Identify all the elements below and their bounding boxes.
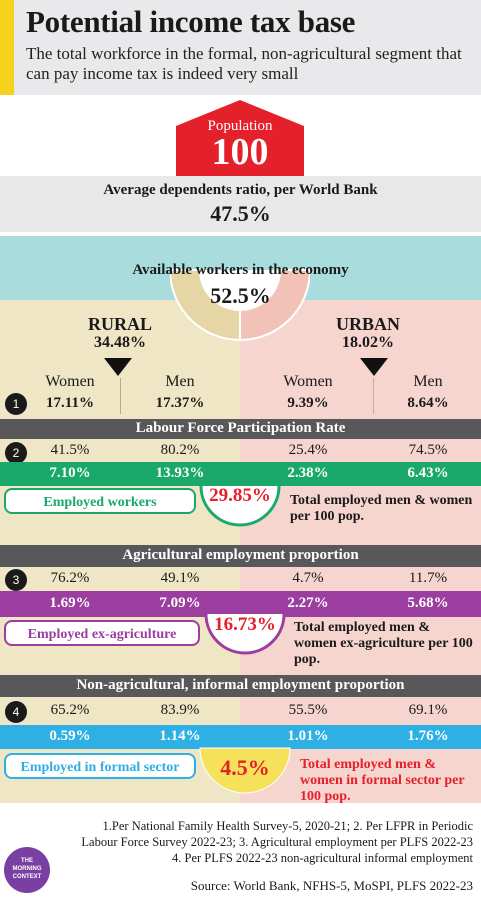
exagri-total: 16.73% xyxy=(214,614,276,635)
step-3-badge: 3 xyxy=(5,569,27,591)
formal-total: 4.5% xyxy=(220,755,270,780)
rural-arrow-icon xyxy=(104,358,132,376)
dependents-band xyxy=(0,176,481,232)
step-4-badge: 4 xyxy=(5,701,27,723)
population-value: 100 xyxy=(211,131,269,173)
logo-line-1: THE xyxy=(21,858,33,864)
lfpr-rural-men: 80.2% xyxy=(160,442,200,458)
agri-bar xyxy=(0,545,481,567)
formal-rural-men: 1.14% xyxy=(159,728,201,744)
footnote-line-1: 1.Per National Family Health Survey-5, 2… xyxy=(102,819,473,833)
formal-total-circle xyxy=(199,747,291,794)
row1-urban-women: 9.39% xyxy=(287,395,329,411)
lfpr-bar xyxy=(0,419,481,439)
lfpr-title: Labour Force Participation Rate xyxy=(135,420,346,436)
employed-rural-women: 7.10% xyxy=(49,465,91,481)
exagri-urban-men: 5.68% xyxy=(407,595,449,611)
exagri-total-arc xyxy=(204,613,286,655)
informal-urban-men: 69.1% xyxy=(408,702,448,718)
informal-rural-men: 83.9% xyxy=(160,702,200,718)
agri-title: Agricultural employment proportion xyxy=(122,547,359,563)
available-workers-label: Available workers in the economy xyxy=(132,262,349,278)
step-2-badge: 2 xyxy=(5,442,27,464)
agri-rural-women: 76.2% xyxy=(50,570,90,586)
exagri-note: Total employed men & women ex-agricultur… xyxy=(294,620,473,667)
lfpr-rural-women: 41.5% xyxy=(50,442,90,458)
logo-line-3: CONTEXT xyxy=(12,874,42,880)
row1-rural-women: 17.11% xyxy=(46,395,94,411)
informal-rural-women: 65.2% xyxy=(50,702,90,718)
header-block xyxy=(0,0,481,95)
agri-rural-men: 49.1% xyxy=(160,570,200,586)
employed-urban-men: 6.43% xyxy=(407,465,449,481)
exagri-rural-men: 7.09% xyxy=(159,595,201,611)
informal-urban-women: 55.5% xyxy=(288,702,328,718)
formal-urban-women: 1.01% xyxy=(287,728,329,744)
urban-label: URBAN xyxy=(335,314,400,334)
available-workers-donut xyxy=(170,269,310,342)
accent-bar xyxy=(0,0,14,95)
agri-urban-men: 11.7% xyxy=(408,570,448,586)
informal-bar xyxy=(0,675,481,697)
page-subtitle: The total workforce in the formal, non-a… xyxy=(26,44,462,83)
employed-rural-men: 13.93% xyxy=(155,465,205,481)
exagri-urban-women: 2.27% xyxy=(287,595,329,611)
row1-rural-men: 17.37% xyxy=(155,395,205,411)
rural-divider xyxy=(120,378,121,414)
employed-bar xyxy=(0,462,481,486)
row1-urban-men: 8.64% xyxy=(407,395,449,411)
employed-total-arc xyxy=(199,485,281,527)
available-workers-value: 52.5% xyxy=(210,283,271,308)
formal-note: Total employed men & women in formal sec… xyxy=(300,757,465,804)
informal-title: Non-agricultural, informal employment pr… xyxy=(76,677,405,693)
urban-divider xyxy=(373,378,374,414)
col-men-urban: Men xyxy=(413,373,443,390)
employed-urban-women: 2.38% xyxy=(287,465,329,481)
employed-total: 29.85% xyxy=(209,485,271,506)
col-women-urban: Women xyxy=(283,373,333,390)
col-men-rural: Men xyxy=(165,373,195,390)
dependents-value: 47.5% xyxy=(210,201,271,226)
agri-urban-women: 4.7% xyxy=(292,570,324,586)
employed-note: Total employed men & women per 100 pop. xyxy=(290,493,473,524)
morning-context-logo xyxy=(4,847,50,893)
exagri-bar xyxy=(0,591,481,617)
employed-exagri-tag: Employed ex-agriculture xyxy=(4,620,200,646)
step-1-badge: 1 xyxy=(5,393,27,415)
urban-value: 18.02% xyxy=(342,334,394,351)
dependents-label: Average dependents ratio, per World Bank xyxy=(103,182,378,198)
urban-arrow-icon xyxy=(360,358,388,376)
lfpr-urban-women: 25.4% xyxy=(288,442,328,458)
rural-value: 34.48% xyxy=(94,334,146,351)
page-title: Potential income tax base xyxy=(26,4,356,39)
logo-line-2: MORNING xyxy=(12,866,42,872)
lfpr-urban-men: 74.5% xyxy=(408,442,448,458)
population-house-shape xyxy=(176,100,304,178)
footnote-line-2: Labour Force Survey 2022-23; 3. Agricult… xyxy=(81,835,473,849)
population-label: Population xyxy=(207,118,273,134)
formal-bar xyxy=(0,725,481,749)
footnote-line-3: 4. Per PLFS 2022-23 non-agricultural inf… xyxy=(172,851,473,865)
col-women-rural: Women xyxy=(45,373,95,390)
rural-label: RURAL xyxy=(87,314,152,334)
source-line: Source: World Bank, NFHS-5, MoSPI, PLFS … xyxy=(190,878,473,893)
formal-rural-women: 0.59% xyxy=(49,728,91,744)
employed-workers-tag: Employed workers xyxy=(4,488,196,514)
employed-formal-tag: Employed in formal sector xyxy=(4,753,196,779)
formal-urban-men: 1.76% xyxy=(407,728,449,744)
exagri-rural-women: 1.69% xyxy=(49,595,91,611)
